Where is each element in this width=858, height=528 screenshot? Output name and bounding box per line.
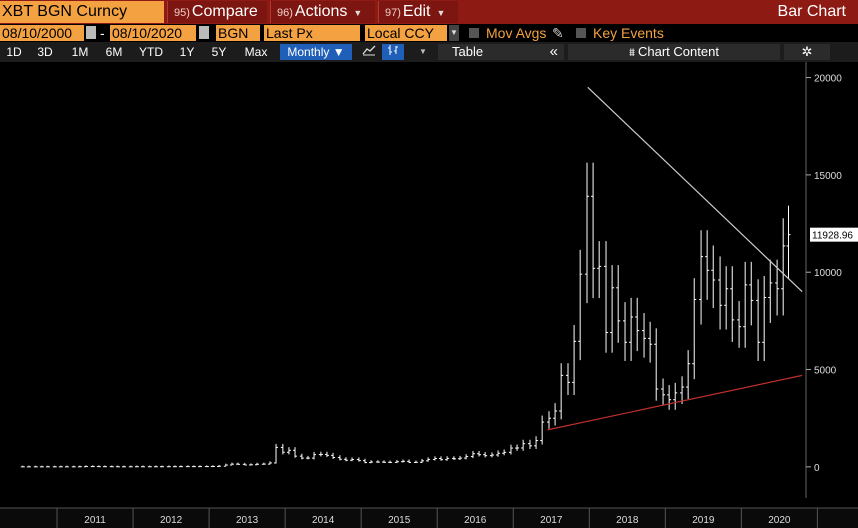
x-tick-label: 2017 — [540, 515, 563, 526]
last-price-label: 11928.96 — [812, 231, 853, 242]
x-tick-label: 2016 — [464, 515, 487, 526]
resistance-trendline — [587, 86, 803, 293]
key-events-checkbox[interactable] — [576, 28, 586, 38]
key-events-label[interactable]: Key Events — [593, 25, 664, 41]
x-tick-label: 2013 — [236, 515, 259, 526]
last-price-tag — [810, 227, 858, 242]
parameter-bar: 08/10/2000 - 08/10/2020 BGN Last Px Loca… — [0, 24, 858, 42]
calendar-icon[interactable] — [86, 26, 96, 39]
range-ytd-button[interactable]: YTD — [139, 45, 163, 59]
x-tick-label: 2012 — [160, 515, 183, 526]
mov-avgs-checkbox[interactable] — [469, 28, 479, 38]
pricing-source-field[interactable]: BGN — [216, 25, 260, 41]
y-tick-label: 5000 — [814, 366, 837, 377]
range-1m-button[interactable]: 1M — [71, 45, 89, 59]
x-tick-label: 2020 — [768, 515, 791, 526]
chevron-down-icon: ▼ — [353, 8, 363, 18]
bar-chart-icon[interactable] — [382, 44, 404, 60]
table-tab-label: Table — [452, 44, 484, 59]
chevron-down-icon[interactable]: ▼ — [449, 25, 459, 41]
y-tick-label: 15000 — [814, 171, 842, 182]
actions-menu-label: Actions — [294, 3, 348, 20]
toolbar: 1D 3D 1M 6M YTD 1Y 5Y Max Monthly ▼ ▼ Ta… — [0, 42, 858, 62]
collapse-icon[interactable]: « — [549, 43, 558, 60]
edit-menu-label: Edit — [402, 3, 431, 20]
chart-content-button[interactable]: ⩩ Chart Content — [568, 44, 780, 60]
security-ticker[interactable]: XBT BGN Curncy — [0, 1, 164, 23]
chart-content-icon: ⩩ — [629, 47, 638, 59]
range-1y-button[interactable]: 1Y — [179, 45, 195, 59]
y-tick-label: 10000 — [814, 268, 842, 279]
pencil-icon[interactable]: ✎ — [552, 25, 564, 41]
x-axis-band — [0, 508, 858, 528]
table-tab[interactable]: Table « — [438, 44, 564, 60]
chart-type-title: Bar Chart — [777, 3, 846, 20]
x-tick-label: 2014 — [312, 515, 335, 526]
currency-field[interactable]: Local CCY — [365, 25, 447, 41]
compare-menu[interactable]: 95) Compare — [167, 1, 267, 23]
edit-menu-number: 97) — [385, 7, 401, 19]
start-date-field[interactable]: 08/10/2000 — [0, 25, 84, 41]
period-dropdown[interactable]: Monthly ▼ — [280, 44, 352, 60]
y-tick-label: 0 — [814, 463, 820, 474]
x-tick-label: 2015 — [388, 515, 411, 526]
line-chart-icon[interactable] — [358, 44, 380, 60]
range-6m-button[interactable]: 6M — [105, 45, 123, 59]
date-separator: - — [100, 25, 105, 41]
x-tick-label: 2011 — [84, 515, 106, 526]
end-date-field[interactable]: 08/10/2020 — [110, 25, 196, 41]
support-trendline — [547, 374, 803, 431]
range-3d-button[interactable]: 3D — [37, 45, 53, 59]
x-tick-label: 2018 — [616, 515, 639, 526]
calendar-icon[interactable] — [199, 26, 209, 39]
actions-menu-number: 96) — [277, 7, 293, 19]
actions-menu[interactable]: 96) Actions ▼ — [270, 1, 375, 23]
chevron-down-icon[interactable]: ▼ — [419, 47, 427, 56]
compare-menu-label: Compare — [191, 3, 258, 20]
chart-content-label: Chart Content — [638, 44, 719, 59]
chevron-down-icon: ▼ — [436, 8, 446, 18]
gear-icon[interactable]: ✲ — [784, 44, 830, 60]
y-tick-label: 20000 — [814, 74, 842, 85]
compare-menu-number: 95) — [174, 7, 190, 19]
title-bar: XBT BGN Curncy 95) Compare 96) Actions ▼ 97… — [0, 0, 858, 24]
price-chart: 20000 15000 10000 5000 0 2011 2012 2013 2014 2015… — [0, 62, 858, 528]
x-tick-label: 2019 — [692, 515, 715, 526]
range-5y-button[interactable]: 5Y — [211, 45, 227, 59]
price-field[interactable]: Last Px — [264, 25, 360, 41]
range-1d-button[interactable]: 1D — [6, 45, 22, 59]
range-max-button[interactable]: Max — [244, 45, 268, 59]
mov-avgs-label[interactable]: Mov Avgs — [486, 25, 547, 41]
edit-menu[interactable]: 97) Edit ▼ — [378, 1, 458, 23]
